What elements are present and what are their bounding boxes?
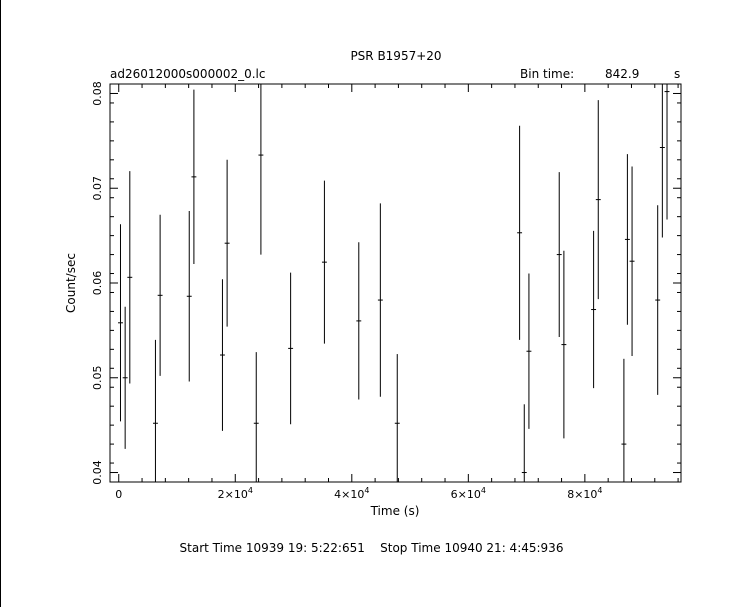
data-point	[655, 205, 661, 395]
data-point	[526, 273, 532, 429]
data-point	[517, 125, 523, 340]
data-point	[321, 180, 327, 344]
start-time-label: Start Time	[179, 541, 243, 555]
axis-ticks	[110, 83, 681, 483]
data-point	[253, 352, 259, 482]
data-points	[118, 84, 670, 482]
data-point	[521, 404, 527, 482]
data-point	[258, 84, 264, 255]
data-point	[356, 242, 362, 400]
x-tick-label: 2×104	[218, 486, 253, 501]
data-point	[621, 358, 627, 482]
stop-time-label: Stop Time	[380, 541, 441, 555]
x-tick-label: 0	[115, 488, 122, 501]
data-point	[664, 84, 670, 220]
x-tick-labels: 0 2×104 4×104 6×104 8×104	[115, 486, 602, 501]
data-point	[561, 250, 567, 439]
stop-time-value: 10940 21: 4:45:936	[444, 541, 564, 555]
y-axis-label: Count/sec	[64, 253, 78, 313]
y-tick-label: 0.05	[91, 366, 104, 391]
data-point	[122, 306, 128, 449]
data-point	[191, 89, 197, 265]
bin-time-label: Bin time:	[520, 67, 574, 81]
left-border-line	[0, 0, 1, 607]
data-point	[186, 210, 192, 382]
data-point	[219, 279, 225, 431]
bin-time-value: 842.9	[605, 67, 639, 81]
data-point	[624, 154, 630, 325]
time-range-footer: Start Time 10939 19: 5:22:651 Stop Time …	[0, 541, 743, 555]
data-point	[118, 224, 123, 422]
file-label: ad26012000s000002_0.lc	[110, 67, 266, 81]
data-point	[659, 84, 665, 238]
x-tick-label: 6×104	[451, 486, 486, 501]
data-point	[288, 272, 294, 425]
data-point	[127, 171, 133, 384]
plot-frame	[109, 83, 682, 483]
x-tick-label: 4×104	[334, 486, 369, 501]
y-tick-label: 0.04	[91, 460, 104, 485]
data-point	[224, 159, 230, 327]
y-tick-label: 0.08	[91, 81, 104, 106]
start-time-value: 10939 19: 5:22:651	[245, 541, 365, 555]
y-tick-label: 0.07	[91, 176, 104, 201]
data-point	[152, 339, 158, 482]
y-tick-label: 0.06	[91, 271, 104, 296]
data-point	[556, 172, 562, 338]
chart-title: PSR B1957+20	[350, 49, 441, 63]
data-point	[394, 354, 400, 482]
x-tick-label: 8×104	[567, 486, 602, 501]
bin-time-unit: s	[674, 67, 680, 81]
y-tick-labels: 0.04 0.05 0.06 0.07 0.08	[91, 81, 104, 485]
data-point	[591, 230, 597, 389]
data-point	[377, 203, 383, 397]
data-point	[629, 166, 635, 356]
data-point	[595, 100, 601, 300]
x-axis-label: Time (s)	[370, 504, 420, 518]
data-point	[157, 214, 163, 376]
